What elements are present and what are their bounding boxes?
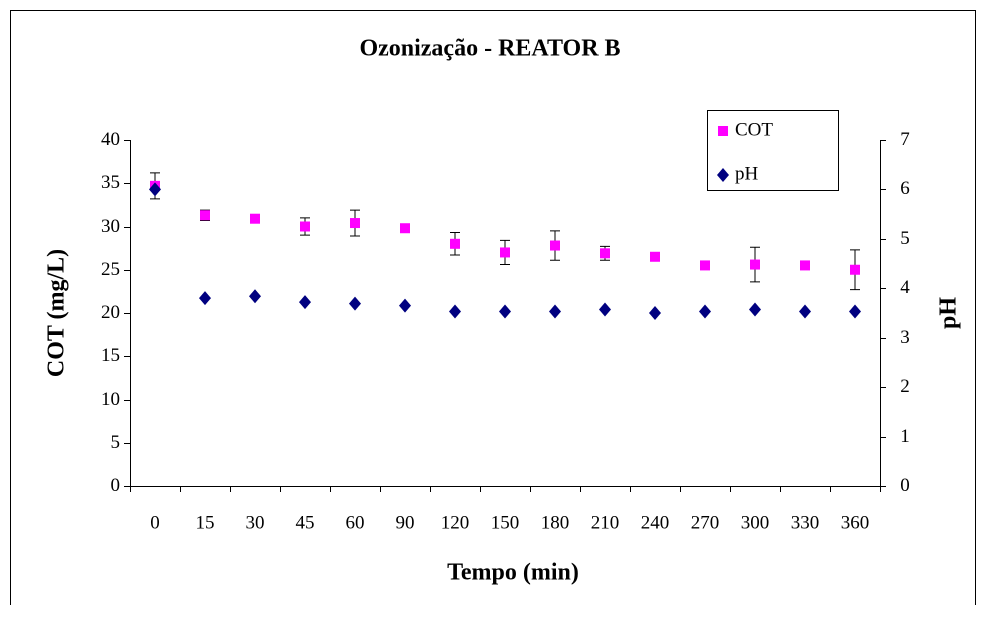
marker <box>549 304 561 319</box>
marker <box>249 289 261 304</box>
marker <box>599 302 611 317</box>
x-tick-label: 270 <box>691 512 720 533</box>
marker <box>650 251 660 262</box>
marker <box>350 218 360 229</box>
legend-box <box>707 110 839 191</box>
marker <box>850 264 860 275</box>
x-tick-label: 300 <box>741 512 770 533</box>
x-tick-label: 120 <box>441 512 470 533</box>
marker <box>800 260 810 271</box>
marker <box>349 296 361 311</box>
marker <box>700 260 710 271</box>
marker <box>200 210 210 221</box>
marker <box>300 221 310 232</box>
x-tick-label: 330 <box>791 512 820 533</box>
marker <box>450 238 460 249</box>
x-axis-label: Tempo (min) <box>447 560 579 586</box>
y2-tick-label: 5 <box>900 228 910 249</box>
x-tick-label: 180 <box>541 512 570 533</box>
y-axis-label: COT (mg/L) <box>44 249 70 377</box>
y-tick-label: 30 <box>101 216 120 237</box>
marker <box>718 126 728 136</box>
x-tick-label: 90 <box>396 512 415 533</box>
y2-tick-label: 2 <box>900 376 910 397</box>
marker <box>649 306 661 320</box>
marker <box>750 259 760 270</box>
y2-tick-label: 6 <box>900 178 910 199</box>
y2-tick-label: 4 <box>900 277 910 298</box>
marker <box>500 247 510 258</box>
y-tick-label: 40 <box>101 129 120 150</box>
y-tick-label: 15 <box>101 345 120 366</box>
y2-tick-label: 3 <box>900 327 910 348</box>
legend-label: COT <box>735 119 773 140</box>
y-tick-label: 10 <box>101 389 120 410</box>
y2-tick-label: 7 <box>900 129 910 150</box>
marker <box>849 304 861 319</box>
y2-tick-label: 0 <box>900 475 910 496</box>
y2-axis-label: pH <box>936 297 962 329</box>
x-tick-label: 0 <box>150 512 160 533</box>
x-tick-label: 240 <box>641 512 670 533</box>
y-tick-label: 0 <box>111 475 121 496</box>
y-tick-label: 20 <box>101 302 120 323</box>
y-tick-label: 35 <box>101 172 120 193</box>
marker <box>600 248 610 259</box>
chart-title: Ozonização - REATOR B <box>359 36 620 62</box>
chart-border <box>10 10 976 605</box>
y2-tick-label: 1 <box>900 426 910 447</box>
y-tick-label: 5 <box>111 432 121 453</box>
x-tick-label: 150 <box>491 512 520 533</box>
marker <box>749 302 761 317</box>
marker <box>550 240 560 251</box>
marker <box>717 168 729 182</box>
x-tick-label: 15 <box>196 512 215 533</box>
x-tick-label: 60 <box>346 512 365 533</box>
marker <box>399 298 411 313</box>
marker <box>499 304 511 319</box>
marker <box>250 213 260 224</box>
x-tick-label: 45 <box>296 512 315 533</box>
legend-label: pH <box>735 163 759 184</box>
x-tick-label: 360 <box>841 512 870 533</box>
y-tick-label: 25 <box>101 259 120 280</box>
marker <box>199 291 211 306</box>
marker <box>799 304 811 319</box>
marker <box>400 223 410 234</box>
marker <box>449 304 461 319</box>
x-tick-label: 30 <box>246 512 265 533</box>
marker <box>699 304 711 319</box>
marker <box>299 295 311 310</box>
x-tick-label: 210 <box>591 512 620 533</box>
marker <box>149 182 161 197</box>
